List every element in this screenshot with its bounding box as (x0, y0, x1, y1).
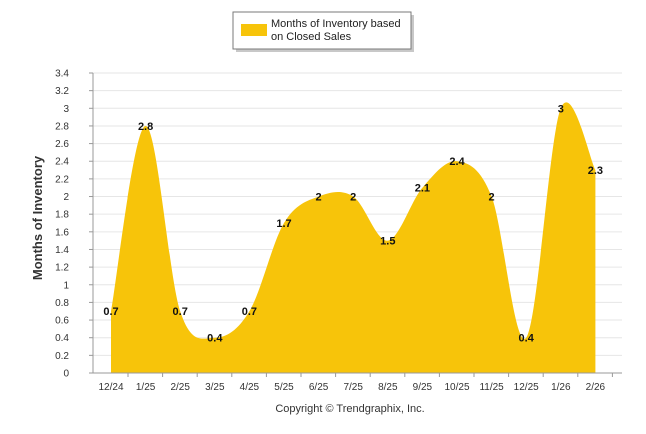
y-tick-label: 0.4 (55, 333, 69, 344)
y-tick-label: 1.6 (55, 227, 69, 238)
data-label: 0.7 (242, 306, 257, 318)
axes (89, 72, 622, 377)
data-label: 0.4 (207, 333, 223, 345)
data-labels: 0.7 2.8 0.7 0.4 0.7 1.7 2 2 1.5 2.1 2.4 2 0.4 3 2.3 (103, 103, 603, 344)
legend-label-line-1: Months of Inventory based (271, 18, 401, 30)
y-tick-label: 0.6 (55, 316, 69, 327)
data-label: 2.8 (138, 121, 153, 133)
y-tick-label: 2.8 (55, 121, 69, 132)
x-tick-label: 1/25 (136, 382, 156, 393)
data-label: 0.7 (103, 306, 118, 318)
y-tick-label: 3.2 (55, 86, 69, 97)
data-label: 1.7 (276, 218, 291, 230)
x-tick-labels: 12/24 1/25 2/25 3/25 4/25 5/25 6/25 7/25 8/25 9/2… (98, 382, 605, 393)
x-tick-label: 1/26 (551, 382, 571, 393)
data-label: 3 (558, 103, 564, 115)
x-tick-label: 12/24 (98, 382, 123, 393)
y-tick-label: 0.8 (55, 298, 69, 309)
x-tick-label: 3/25 (205, 382, 225, 393)
x-tick-label: 9/25 (413, 382, 433, 393)
data-label: 2.3 (588, 165, 603, 177)
y-tick-label: 1.2 (55, 263, 69, 274)
copyright-text: Copyright © Trendgraphix, Inc. (275, 403, 424, 415)
data-label: 0.7 (173, 306, 188, 318)
y-tick-label: 2 (63, 192, 69, 203)
x-tick-label: 6/25 (309, 382, 329, 393)
y-tick-label: 2.4 (55, 157, 69, 168)
y-tick-label: 1 (63, 280, 69, 291)
x-tick-label: 5/25 (274, 382, 294, 393)
data-label: 0.4 (519, 333, 535, 345)
y-tick-label: 2.6 (55, 139, 69, 150)
y-tick-label: 0 (63, 369, 69, 380)
y-tick-label: 3 (63, 104, 69, 115)
x-tick-label: 7/25 (343, 382, 363, 393)
x-tick-label: 2/26 (586, 382, 606, 393)
y-tick-label: 2.2 (55, 174, 69, 185)
legend-swatch (241, 24, 267, 36)
x-tick-label: 10/25 (444, 382, 469, 393)
data-label: 1.5 (380, 236, 395, 248)
series-area-fill (111, 102, 596, 373)
x-tick-label: 2/25 (170, 382, 190, 393)
data-label: 2.4 (449, 156, 465, 168)
y-tick-labels: 0 0.2 0.4 0.6 0.8 1 1.2 1.4 1.6 1.8 2 2.2 2.4 2.6 2.8 3… (55, 69, 69, 380)
x-tick-label: 11/25 (479, 382, 504, 393)
y-tick-label: 0.2 (55, 351, 69, 362)
y-tick-label: 1.4 (55, 245, 69, 256)
data-label: 2 (489, 192, 495, 204)
y-tick-label: 1.8 (55, 210, 69, 221)
legend: Months of Inventory based on Closed Sale… (232, 11, 414, 52)
data-label: 2.1 (415, 183, 430, 195)
legend-label-line-2: on Closed Sales (271, 31, 352, 43)
x-tick-label: 8/25 (378, 382, 398, 393)
series-area (111, 102, 596, 373)
x-tick-label: 12/25 (514, 382, 539, 393)
y-tick-label: 3.4 (55, 69, 69, 80)
data-label: 2 (350, 192, 356, 204)
x-tick-label: 4/25 (240, 382, 260, 393)
y-axis-title: Months of Inventory (30, 155, 45, 280)
data-label: 2 (316, 192, 322, 204)
